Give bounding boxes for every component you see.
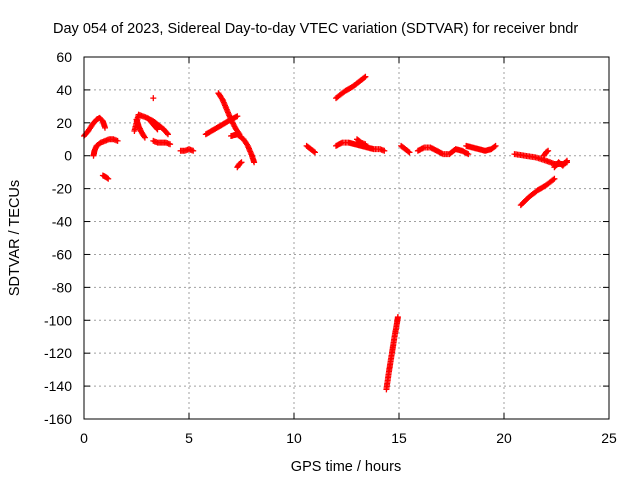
y-tick-label: 20 bbox=[56, 115, 72, 131]
y-tick-label: 60 bbox=[56, 49, 72, 65]
y-tick-label: -140 bbox=[44, 378, 72, 394]
tick-marks bbox=[83, 56, 610, 420]
series-19-points bbox=[414, 144, 472, 158]
plot-frame bbox=[83, 56, 610, 420]
series-2-points bbox=[99, 172, 112, 182]
y-tick-label: -40 bbox=[52, 214, 72, 230]
y-tick-label: -100 bbox=[44, 312, 72, 328]
series-4-points bbox=[133, 116, 148, 141]
y-tick-label: 0 bbox=[64, 148, 72, 164]
series-18 bbox=[398, 142, 413, 156]
x-tick-label: 5 bbox=[185, 430, 193, 446]
series-20-points bbox=[463, 142, 499, 154]
series-18-points bbox=[398, 142, 413, 156]
series-22 bbox=[540, 147, 552, 159]
series-6-points bbox=[150, 95, 157, 102]
series-23-points bbox=[517, 175, 558, 209]
series-15 bbox=[333, 139, 388, 154]
series-14-points bbox=[333, 73, 369, 102]
y-tick-label: -160 bbox=[44, 411, 72, 427]
data-marks bbox=[81, 73, 570, 393]
chart-title: Day 054 of 2023, Sidereal Day-to-day VTE… bbox=[53, 21, 578, 37]
y-tick-labels: 60 40 20 0 -20 -40 -60 -80 -100 -120 -140 -160 bbox=[44, 49, 72, 427]
series-19 bbox=[414, 144, 472, 158]
x-tick-label: 0 bbox=[80, 430, 88, 446]
series-2 bbox=[99, 172, 112, 182]
series-1 bbox=[90, 136, 121, 159]
y-tick-label: -60 bbox=[52, 246, 72, 262]
y-axis-label: SDTVAR / TECUs bbox=[7, 180, 23, 296]
series-13 bbox=[303, 142, 318, 156]
series-20 bbox=[463, 142, 499, 154]
x-tick-labels: 0 5 10 15 20 25 bbox=[80, 430, 617, 446]
series-8 bbox=[177, 146, 197, 154]
series-5-points bbox=[146, 116, 161, 133]
x-axis-label: GPS time / hours bbox=[291, 459, 401, 475]
series-7-points bbox=[150, 137, 174, 148]
y-tick-label: -80 bbox=[52, 279, 72, 295]
series-12 bbox=[234, 159, 245, 171]
series-1-points bbox=[90, 136, 121, 159]
series-10-points bbox=[215, 90, 243, 138]
series-11-points bbox=[228, 131, 258, 166]
series-10 bbox=[215, 90, 243, 138]
series-14 bbox=[333, 73, 369, 102]
series-5 bbox=[146, 116, 161, 133]
series-13-points bbox=[303, 142, 318, 156]
series-17-points bbox=[383, 314, 401, 393]
series-24 bbox=[551, 157, 570, 171]
grid-lines bbox=[84, 57, 609, 419]
series-7 bbox=[150, 137, 174, 148]
x-tick-label: 25 bbox=[601, 430, 617, 446]
series-8-points bbox=[177, 146, 197, 154]
series-16-points bbox=[354, 136, 369, 148]
series-23 bbox=[517, 175, 558, 209]
x-tick-label: 15 bbox=[391, 430, 407, 446]
series-12-points bbox=[234, 159, 245, 171]
series-4 bbox=[133, 116, 148, 141]
series-24-points bbox=[551, 157, 570, 171]
x-tick-label: 20 bbox=[496, 430, 512, 446]
y-tick-label: -20 bbox=[52, 181, 72, 197]
series-16 bbox=[354, 136, 369, 148]
series-11 bbox=[228, 131, 258, 166]
series-15-points bbox=[333, 139, 388, 154]
series-17 bbox=[383, 314, 401, 393]
x-tick-label: 10 bbox=[286, 430, 302, 446]
y-tick-label: -120 bbox=[44, 345, 72, 361]
y-tick-label: 40 bbox=[56, 82, 72, 98]
series-22-points bbox=[540, 147, 552, 159]
series-6 bbox=[150, 95, 157, 102]
